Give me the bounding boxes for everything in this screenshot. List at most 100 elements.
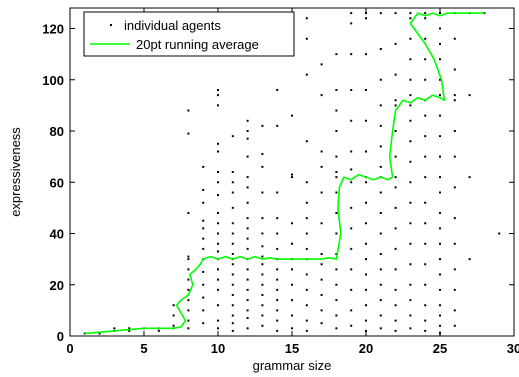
- agent-point: [305, 329, 308, 332]
- agent-point: [350, 22, 353, 25]
- agent-point: [305, 140, 308, 143]
- agent-point: [187, 255, 190, 258]
- agent-point: [261, 255, 264, 258]
- agent-point: [409, 78, 412, 81]
- y-tick-label: 80: [50, 124, 64, 139]
- x-tick-label: 10: [211, 341, 225, 356]
- agent-point: [365, 304, 367, 307]
- agent-point: [291, 222, 293, 225]
- agent-point: [305, 217, 308, 220]
- agent-point: [187, 258, 190, 261]
- agent-point: [439, 242, 441, 245]
- x-tick-label: 20: [359, 341, 373, 356]
- agent-point: [187, 109, 190, 112]
- agent-point: [394, 155, 397, 158]
- agent-point: [439, 324, 441, 327]
- agent-point: [320, 278, 323, 281]
- agent-point: [394, 130, 397, 132]
- agent-point: [276, 319, 279, 322]
- agent-point: [320, 253, 323, 255]
- agent-point: [276, 247, 279, 250]
- agent-point: [217, 150, 219, 153]
- agent-point: [439, 42, 441, 45]
- agent-point: [409, 12, 412, 15]
- agent-point: [335, 283, 338, 286]
- agent-point: [350, 324, 353, 327]
- agent-point: [172, 324, 175, 327]
- agent-point: [276, 288, 279, 291]
- agent-point: [394, 268, 397, 271]
- agent-point: [350, 12, 353, 15]
- agent-point: [409, 201, 412, 204]
- agent-point: [409, 160, 412, 163]
- agent-point: [261, 191, 264, 194]
- agent-point: [424, 58, 427, 61]
- legend-marker-individual-agents: [110, 24, 112, 26]
- agent-point: [453, 186, 456, 189]
- agent-point: [350, 89, 353, 91]
- agent-point: [261, 165, 264, 168]
- agent-point: [187, 278, 190, 281]
- agent-point: [320, 294, 323, 296]
- agent-point: [409, 104, 412, 107]
- agent-point: [468, 94, 471, 97]
- agent-point: [424, 329, 427, 332]
- agent-point: [453, 68, 456, 71]
- agent-point: [335, 212, 338, 214]
- agent-point: [350, 206, 353, 209]
- agent-point: [291, 114, 293, 117]
- agent-point: [246, 288, 249, 291]
- running-average-layer: [84, 12, 485, 335]
- agent-point: [409, 58, 412, 61]
- agent-point: [246, 227, 249, 230]
- agent-point: [365, 242, 367, 245]
- agent-point: [394, 319, 397, 322]
- agent-point: [202, 283, 205, 286]
- agent-point: [187, 212, 190, 214]
- agent-point: [453, 309, 456, 312]
- agent-point: [246, 130, 249, 132]
- agent-point: [335, 130, 338, 132]
- agent-point: [217, 268, 219, 271]
- agent-point: [187, 319, 190, 322]
- agent-point: [231, 314, 234, 317]
- x-tick-label: 25: [433, 341, 447, 356]
- agent-point: [276, 124, 279, 127]
- agent-point: [453, 37, 456, 40]
- agent-point: [202, 165, 205, 168]
- agent-point: [379, 78, 382, 81]
- agent-point: [379, 327, 382, 330]
- agent-point: [231, 206, 234, 209]
- agent-point: [246, 317, 249, 320]
- agent-point: [261, 273, 264, 276]
- agent-point: [439, 227, 441, 230]
- agent-point: [261, 263, 264, 266]
- agent-point: [439, 212, 441, 214]
- agent-point: [217, 327, 219, 330]
- agent-point: [305, 181, 308, 184]
- agent-point: [217, 194, 219, 197]
- agent-point: [439, 191, 441, 194]
- agent-point: [424, 37, 427, 40]
- agent-point: [246, 299, 249, 302]
- agent-point: [261, 232, 264, 235]
- x-tick-label: 0: [66, 341, 73, 356]
- agent-point: [217, 232, 219, 235]
- agent-point: [409, 263, 412, 266]
- agent-point: [379, 253, 382, 255]
- y-axis-label: expressiveness: [8, 127, 23, 217]
- agent-point: [172, 304, 175, 307]
- agent-point: [231, 253, 234, 255]
- agent-point: [365, 288, 367, 291]
- agent-point: [217, 94, 219, 97]
- agent-point: [365, 17, 367, 20]
- agent-point: [439, 78, 441, 81]
- agent-point: [394, 206, 397, 209]
- agent-point: [217, 171, 219, 173]
- agent-point: [291, 242, 293, 245]
- agent-point: [276, 309, 279, 312]
- agent-point: [409, 299, 412, 302]
- agent-point: [217, 142, 219, 145]
- agent-point: [172, 314, 175, 317]
- agent-point: [439, 288, 441, 291]
